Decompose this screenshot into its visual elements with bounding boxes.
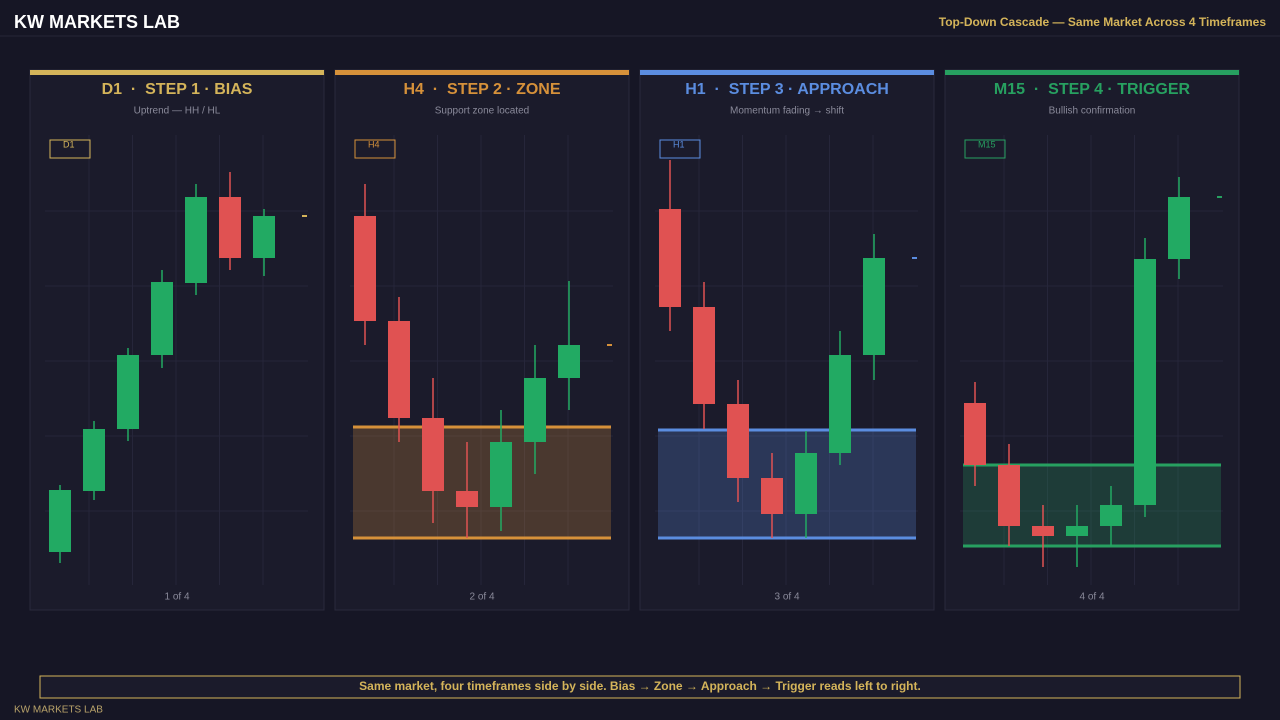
panel-title: H4 · STEP 2 · ZONE [403,81,560,98]
panel-subtitle: Bullish confirmation [1049,106,1136,117]
panel-subtitle: Momentum fading → shift [730,106,844,117]
panel-caption: 4 of 4 [1079,592,1104,603]
candle-body [998,465,1020,526]
candle-body [1066,526,1088,536]
candle-body [49,490,71,552]
note-box [39,675,1241,699]
badge-label: H4 [368,139,380,149]
zone [658,430,916,538]
candle-body [1032,526,1054,536]
candle-body [863,258,885,355]
panel-caption: 2 of 4 [469,592,494,603]
candle-body [354,216,376,321]
candle-body [83,429,105,491]
panel-accent [335,70,629,75]
footer-note: Same market, four timeframes side by sid… [359,679,921,693]
panel [334,69,630,611]
zone [353,427,611,538]
panel-caption: 1 of 4 [164,592,189,603]
candle-body [1168,197,1190,259]
candle-body [219,197,241,258]
candle-body [185,197,207,283]
brand-title: KW MARKETS LAB [14,12,180,32]
candle-body [727,404,749,478]
candle-body [253,216,275,258]
panel [29,69,325,611]
badge-label: M15 [978,139,996,149]
candle-body [490,442,512,507]
candle-body [1100,505,1122,526]
panel-accent [945,70,1239,75]
badge [354,139,396,159]
panel-subtitle: Support zone located [435,106,530,117]
candle-body [117,355,139,429]
panel-title: D1 · STEP 1 · BIAS [102,81,253,98]
candle-body [795,453,817,514]
badge-label: H1 [673,139,685,149]
badge [49,139,91,159]
panel-accent [640,70,934,75]
candle-body [964,403,986,465]
candle-body [1134,259,1156,505]
panel-accent [30,70,324,75]
candle-body [693,307,715,404]
badge [964,139,1006,159]
candle-body [151,282,173,355]
panel-title: H1 · STEP 3 · APPROACH [685,81,889,98]
panel-title: M15 · STEP 4 · TRIGGER [994,81,1191,98]
candle-body [422,418,444,491]
panel [944,69,1240,611]
badge [659,139,701,159]
panel-subtitle: Uptrend — HH / HL [134,106,221,117]
header-subtitle: Top-Down Cascade — Same Market Across 4 … [939,15,1267,29]
badge-label: D1 [63,139,75,149]
panel-caption: 3 of 4 [774,592,799,603]
candle-body [659,209,681,307]
candle-body [388,321,410,418]
candle-body [829,355,851,453]
footer-brand: KW MARKETS LAB [14,705,103,716]
candle-body [524,378,546,442]
candle-body [456,491,478,507]
candle-body [558,345,580,378]
candle-body [761,478,783,514]
